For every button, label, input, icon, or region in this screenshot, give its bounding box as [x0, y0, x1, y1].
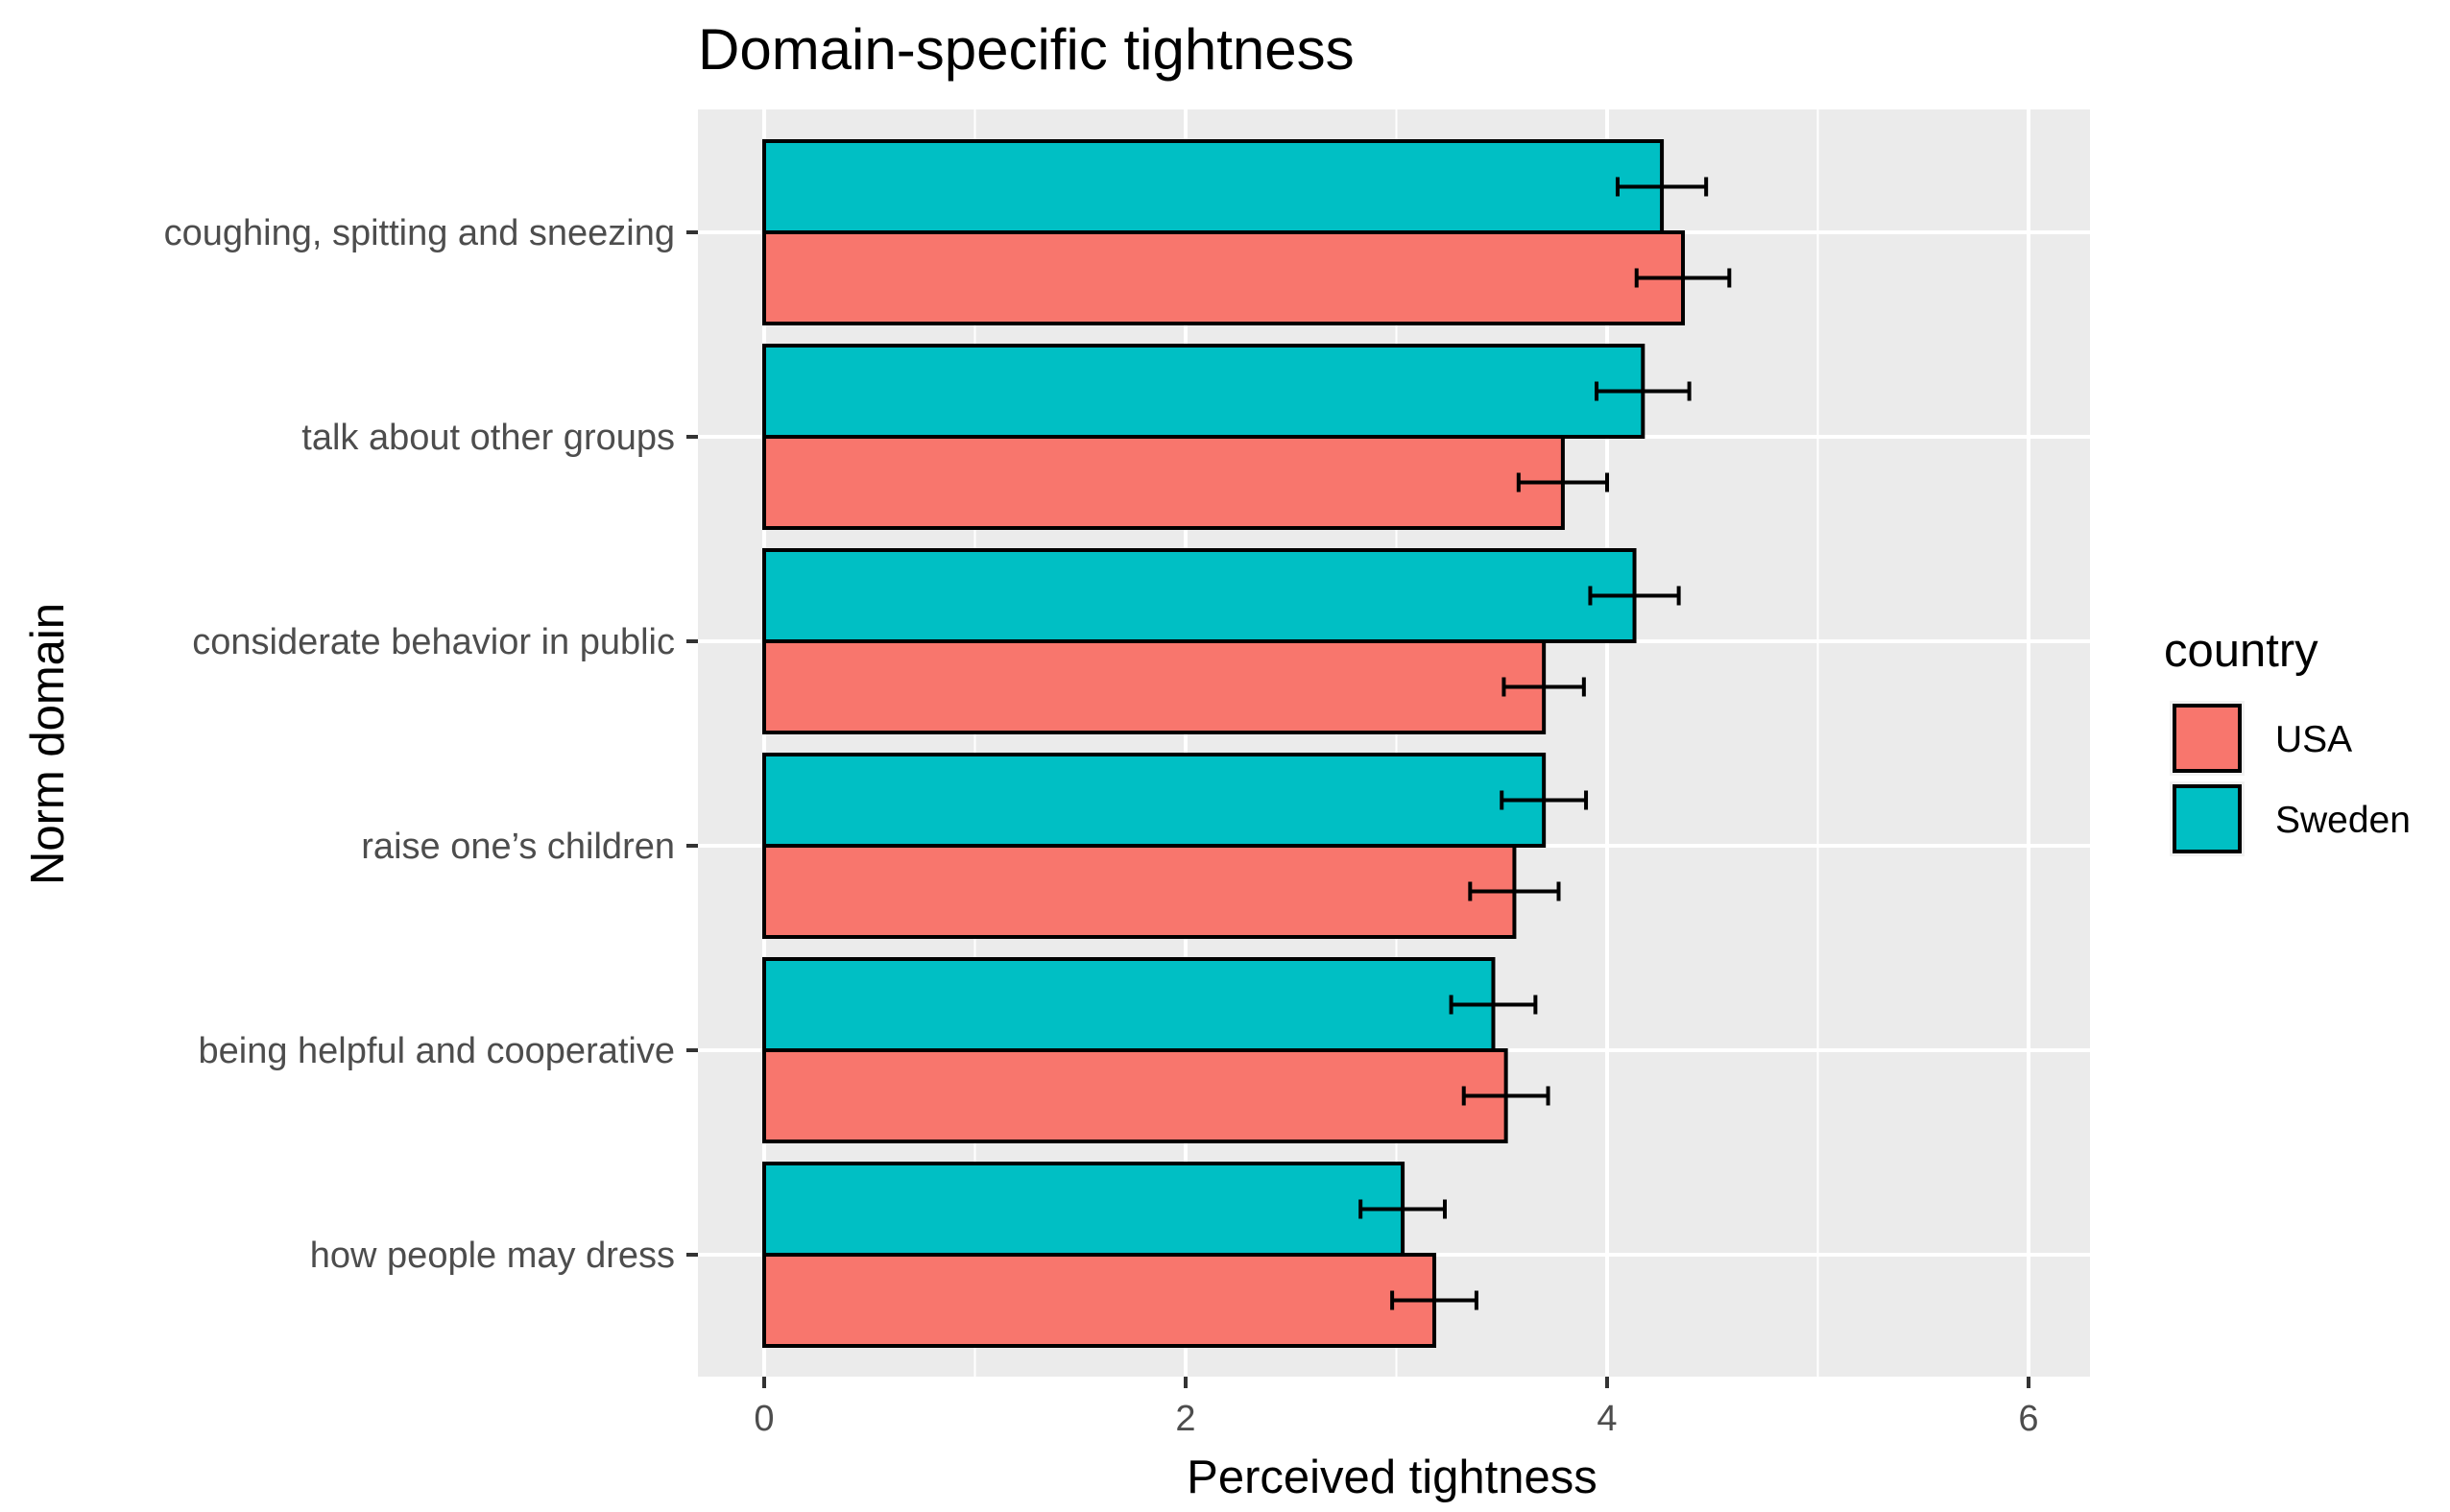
legend-swatch-usa	[2173, 704, 2242, 773]
x-tick-label: 0	[754, 1399, 774, 1439]
y-tick-label: talk about other groups	[301, 418, 675, 458]
bar-usa	[762, 1048, 1508, 1143]
y-tick-label: how people may dress	[310, 1236, 675, 1276]
y-axis-title: Norm domain	[22, 603, 74, 885]
chart-title: Domain-specific tightness	[698, 17, 1355, 82]
bar-sweden	[762, 139, 1665, 234]
legend-swatch-sweden	[2173, 784, 2242, 853]
bar-sweden	[762, 957, 1496, 1052]
error-bars	[1358, 177, 1732, 1310]
bar-usa	[762, 230, 1686, 325]
bar-usa	[762, 639, 1547, 734]
y-tick-label: being helpful and cooperative	[199, 1031, 676, 1071]
bar-sweden	[762, 753, 1547, 848]
bar-usa	[762, 844, 1517, 939]
x-tick-label: 4	[1597, 1399, 1617, 1439]
legend-label-usa: USA	[2275, 719, 2352, 760]
x-tick-label: 6	[2018, 1399, 2038, 1439]
bar-sweden	[762, 1162, 1405, 1257]
legend-label-sweden: Sweden	[2275, 800, 2411, 841]
bars	[762, 139, 1686, 1348]
x-tick-label: 2	[1175, 1399, 1195, 1439]
y-tick-label: coughing, spitting and sneezing	[164, 213, 675, 253]
y-tick-label: raise one’s children	[361, 827, 675, 867]
x-axis-title: Perceived tightness	[1187, 1452, 1597, 1503]
y-axis: coughing, spitting and sneezing talk abou…	[164, 213, 698, 1276]
bar-sweden	[762, 548, 1637, 643]
bar-usa	[762, 1253, 1437, 1348]
legend-title: country	[2164, 625, 2318, 677]
bar-usa	[762, 435, 1565, 530]
bar-sweden	[762, 344, 1645, 439]
y-tick-label: considerate behavior in public	[192, 622, 675, 662]
x-axis: 0 2 4 6	[754, 1377, 2039, 1439]
legend: country USA Sweden	[2164, 625, 2411, 856]
